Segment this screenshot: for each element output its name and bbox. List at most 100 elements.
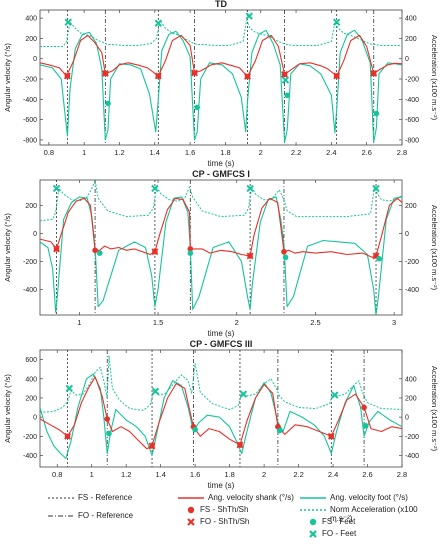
fs-feet-marker: [105, 100, 111, 107]
fo-shth-sh-marker: [370, 70, 378, 77]
y-right-tick-label: 0: [405, 231, 409, 238]
fo-feet-marker: [332, 18, 341, 26]
series-accel-line: [40, 355, 402, 413]
y-tick-label: -400: [23, 287, 37, 294]
fo-shth-sh-marker: [53, 245, 60, 253]
x-tick-label: 1.2: [121, 470, 131, 479]
y-tick-label: 200: [25, 203, 37, 210]
series-foot-line: [40, 29, 402, 143]
fs-shth-sh-marker: [281, 248, 287, 255]
panel-0: TD 0.8 1 1.2 1.4 1.6 1.8 2 2.2 2.4 2.6 2.8 -800 -600 -…: [3, 0, 439, 168]
fs-shth-sh-marker: [361, 404, 367, 411]
fs-feet-marker: [373, 110, 380, 117]
x-tick-label: 1.5: [153, 318, 163, 327]
x-tick-label: 1: [77, 318, 81, 327]
fo-shth-sh-marker: [244, 73, 251, 80]
fo-feet-marker: [281, 76, 290, 84]
x-tick-label: 0.8: [52, 470, 62, 479]
y-right-axis-label: Acceleration (x100 m.s⁻²): [430, 366, 439, 452]
y-tick-label: 600: [25, 357, 37, 364]
x-tick-label: 2.6: [362, 470, 372, 479]
fs-feet-marker: [187, 250, 194, 256]
series-shank-line: [40, 34, 402, 78]
y-tick-label: 0: [33, 231, 37, 238]
x-tick-label: 2: [262, 470, 266, 479]
x-tick-label: 3: [392, 318, 396, 327]
legend-fo-feet: FO - Feet: [322, 529, 357, 538]
y-right-tick-label: 0: [405, 415, 409, 422]
y-tick-label: 200: [25, 36, 37, 43]
fo-feet-marker: [65, 384, 74, 393]
plot-area: [40, 10, 402, 145]
fs-feet-marker: [192, 426, 198, 433]
x-axis-label: time (s): [208, 159, 235, 168]
fs-feet-marker: [376, 255, 382, 262]
fo-shth-sh-marker: [148, 442, 156, 450]
y-tick-label: -600: [23, 117, 37, 124]
x-tick-label: 2.5: [310, 318, 320, 327]
y-tick-label: 0: [33, 415, 37, 422]
fs-shth-sh-marker: [104, 416, 111, 422]
fo-feet-marker: [245, 12, 253, 20]
legend-norm-acceleration: Norm Acceleration (x100 m.s⁻²): [330, 505, 418, 523]
x-tick-label: 1: [90, 470, 94, 479]
y-right-tick-label: 200: [405, 36, 417, 43]
legend-fs-shth-sh: FS - ShTh/Sh: [200, 505, 249, 514]
x-tick-label: 1: [82, 148, 86, 157]
fo-shth-sh-marker: [236, 441, 244, 449]
fs-feet-marker: [363, 422, 369, 429]
fo-shth-sh-marker: [63, 72, 71, 80]
panel-2: CP - GMFCS III 0.8 1 1.2 1.4 1.6 1.8 2 2.2 2.4 2.6…: [3, 339, 439, 490]
x-tick-label: 2: [259, 148, 263, 157]
series-foot-line: [40, 373, 402, 459]
y-tick-label: -400: [23, 453, 37, 460]
fo-feet-marker: [246, 184, 254, 193]
panel-1: CP - GMFCS I 1 1.5 2 2.5 3 -400 -200 0 200 -400 -20…: [3, 169, 439, 338]
x-tick-label: 1.2: [114, 148, 124, 157]
x-tick-label: 2.2: [293, 470, 303, 479]
fs-feet-marker: [282, 254, 289, 261]
series-accel-line: [40, 19, 402, 47]
panel-title: CP - GMFCS III: [190, 339, 253, 349]
y-right-tick-label: -600: [405, 117, 419, 124]
x-tick-label: 0.8: [44, 148, 54, 157]
y-axis-label: Angular velocity (°/s): [3, 213, 12, 282]
y-tick-label: 400: [25, 16, 37, 23]
x-tick-label: 2.8: [397, 148, 407, 157]
y-right-tick-label: -200: [405, 259, 419, 266]
y-tick-label: -400: [23, 97, 37, 104]
fo-shth-sh-marker: [246, 252, 254, 260]
panel-title: CP - GMFCS I: [192, 169, 250, 179]
y-right-tick-label: 400: [405, 376, 417, 383]
y-tick-label: -200: [23, 434, 37, 441]
fs-feet-marker: [194, 104, 200, 111]
legend-fo-shth-sh: FO - ShTh/Sh: [200, 517, 250, 526]
fo-feet-marker: [52, 184, 61, 193]
fo-shth-sh-marker: [154, 72, 162, 80]
y-right-tick-label: -200: [405, 77, 419, 84]
plot-frame: [39, 9, 403, 146]
fs-feet-marker: [97, 250, 103, 256]
fo-shth-sh-marker: [151, 248, 159, 256]
y-right-tick-label: 200: [405, 203, 417, 210]
x-tick-label: 1.6: [190, 470, 200, 479]
fo-shth-sh-marker: [327, 432, 335, 440]
plot-area: [40, 350, 402, 467]
y-right-tick-label: -400: [405, 287, 419, 294]
fo-feet-marker: [151, 387, 160, 395]
fs-feet-marker: [284, 92, 291, 99]
y-right-tick-label: -400: [405, 97, 419, 104]
legend-ang-velocity-shank: Ang. velocity shank (°/s): [208, 493, 294, 502]
series-accel-line: [40, 180, 402, 222]
y-right-tick-label: -200: [405, 434, 419, 441]
y-tick-label: -200: [23, 77, 37, 84]
fo-shth-sh-marker: [191, 69, 198, 77]
fs-feet-marker: [106, 430, 112, 437]
fo-shth-sh-marker: [281, 71, 289, 78]
y-tick-label: 200: [25, 395, 37, 402]
plot-area: [40, 180, 402, 315]
x-tick-label: 1.4: [150, 148, 160, 157]
y-right-tick-label: 200: [405, 395, 417, 402]
fo-feet-marker: [151, 184, 159, 193]
